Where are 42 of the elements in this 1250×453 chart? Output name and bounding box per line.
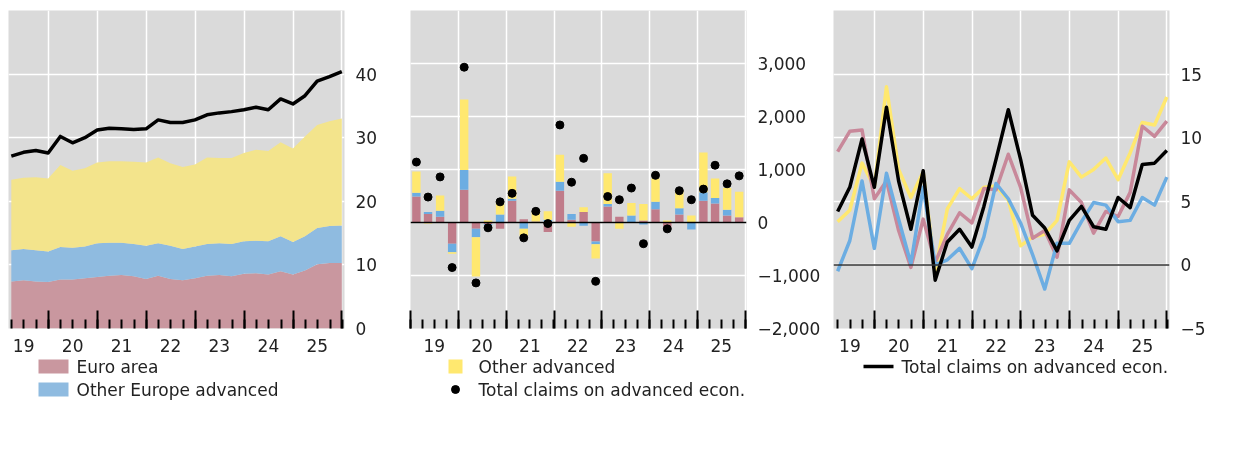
y-tick-label: −2,000 [757, 319, 821, 339]
y-tick-label: 0 [355, 319, 367, 339]
legend-label: Total claims on advanced econ. [477, 379, 746, 400]
y-tick-label: 40 [355, 64, 378, 85]
y-tick-label: 5 [1180, 191, 1192, 212]
y-tick-label: 2,000 [757, 107, 807, 127]
x-tick-label: 20 [471, 335, 493, 356]
x-tick-label: 20 [887, 335, 910, 356]
x-tick-label: 25 [306, 335, 329, 356]
y-tick-label: 30 [355, 128, 378, 149]
y-tick-label: 3,000 [757, 54, 807, 74]
x-tick-label: 24 [662, 335, 685, 356]
x-tick-label: 24 [257, 335, 280, 356]
y-tick-label: 10 [1180, 128, 1203, 149]
y-tick-label: 10 [355, 255, 378, 276]
y-tick-label: 20 [355, 191, 378, 212]
y-tick-label: 15 [1180, 64, 1203, 85]
x-tick-label: 22 [985, 335, 1007, 356]
x-tick-label: 21 [936, 335, 959, 356]
legend-label: Other Europe advanced [76, 379, 279, 400]
legend-label: Other advanced [478, 356, 616, 377]
x-tick-label: 20 [61, 335, 84, 356]
x-tick-label: 22 [159, 335, 182, 356]
x-tick-label: 21 [519, 335, 541, 356]
legend-label: Total claims on advanced econ. [900, 356, 1169, 377]
x-tick-label: 23 [614, 335, 637, 356]
x-tick-label: 22 [566, 335, 589, 356]
x-tick-label: 23 [208, 335, 231, 356]
x-tick-label: 23 [1034, 335, 1056, 356]
x-tick-label: 19 [12, 335, 35, 356]
y-tick-label: 1,000 [757, 160, 807, 180]
legend-label: Euro area [76, 356, 159, 377]
x-tick-label: 19 [423, 335, 446, 356]
x-tick-label: 24 [1082, 335, 1105, 356]
y-tick-label: −5 [1180, 319, 1206, 339]
y-tick-label: 0 [1180, 255, 1192, 276]
y-tick-label: 0 [757, 213, 769, 233]
x-tick-label: 25 [710, 335, 733, 356]
y-tick-label: −1,000 [757, 266, 821, 286]
x-tick-label: 25 [1131, 335, 1154, 356]
x-tick-label: 19 [839, 335, 861, 356]
x-tick-label: 21 [110, 335, 133, 356]
